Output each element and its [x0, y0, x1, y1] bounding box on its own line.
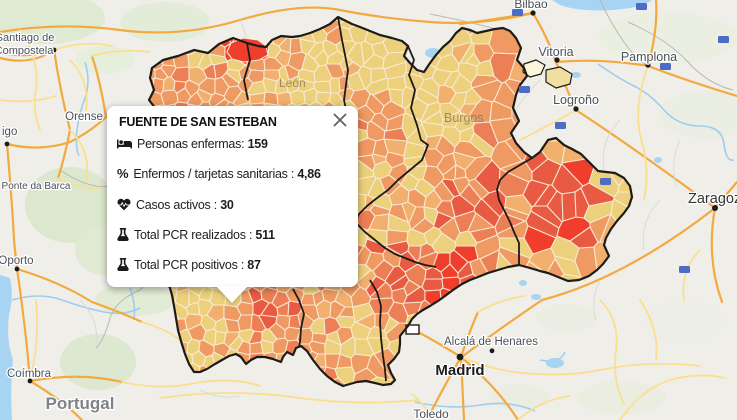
svg-text:Pamplona: Pamplona — [621, 50, 677, 64]
svg-text:Portugal: Portugal — [46, 394, 115, 413]
svg-text:Ponte da Barca: Ponte da Barca — [2, 181, 71, 192]
svg-text:Zaragoza: Zaragoza — [688, 191, 737, 207]
svg-text:Santiago de: Santiago de — [0, 32, 54, 44]
svg-text:Alcalá de Henares: Alcalá de Henares — [444, 336, 538, 348]
svg-text:Toledo: Toledo — [413, 407, 449, 420]
svg-text:Burgos: Burgos — [444, 111, 484, 125]
svg-text:Logroño: Logroño — [553, 93, 599, 107]
svg-text:Oporto: Oporto — [0, 255, 34, 267]
svg-text:Compostela: Compostela — [0, 45, 54, 57]
svg-text:Coímbra: Coímbra — [7, 368, 52, 380]
svg-text:Madrid: Madrid — [435, 362, 484, 379]
svg-text:León: León — [279, 76, 306, 90]
svg-text:Orense: Orense — [65, 111, 103, 123]
svg-text:Vitoria: Vitoria — [538, 45, 573, 59]
svg-text:igo: igo — [2, 126, 17, 138]
